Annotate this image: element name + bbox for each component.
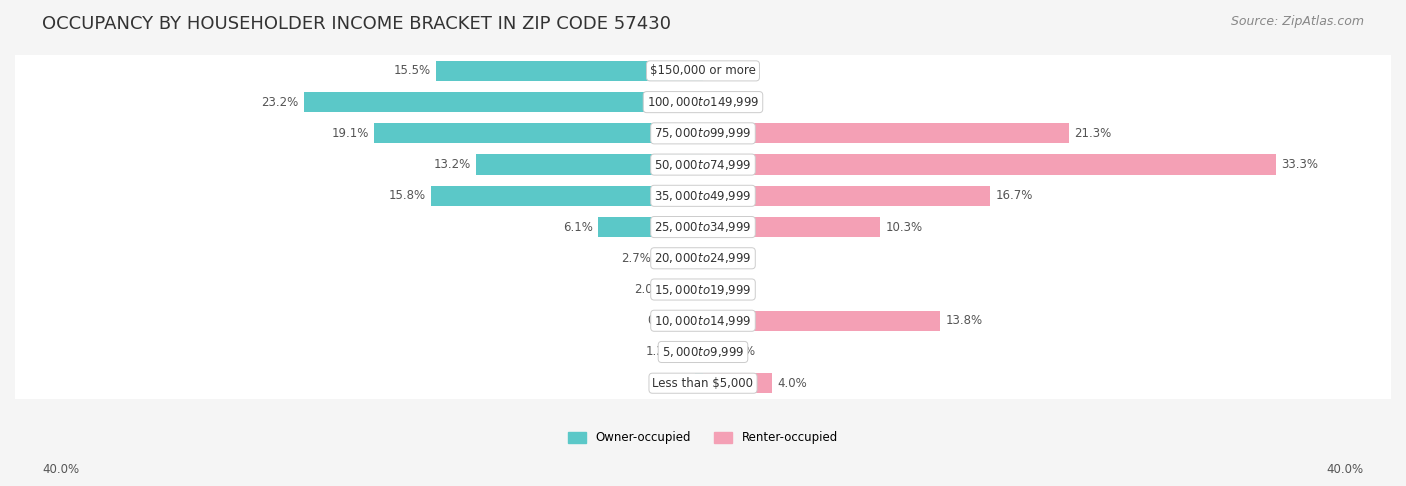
Bar (657, 248, 703, 268)
Bar (477, 155, 703, 175)
Text: 15.8%: 15.8% (389, 190, 426, 202)
Text: 0.0%: 0.0% (709, 64, 738, 77)
Text: $10,000 to $14,999: $10,000 to $14,999 (654, 314, 752, 328)
Text: 21.3%: 21.3% (1074, 127, 1112, 140)
Text: 1.3%: 1.3% (645, 346, 675, 359)
Bar (15, 149, 1391, 180)
Text: Less than $5,000: Less than $5,000 (652, 377, 754, 390)
Text: 40.0%: 40.0% (42, 463, 79, 476)
Text: $35,000 to $49,999: $35,000 to $49,999 (654, 189, 752, 203)
Text: $100,000 to $149,999: $100,000 to $149,999 (647, 95, 759, 109)
Bar (436, 61, 703, 81)
Text: $15,000 to $19,999: $15,000 to $19,999 (654, 282, 752, 296)
Bar (15, 87, 1391, 118)
Bar (703, 342, 713, 362)
Bar (15, 118, 1391, 149)
Text: 6.1%: 6.1% (562, 221, 593, 234)
Bar (15, 211, 1391, 243)
Text: 13.2%: 13.2% (433, 158, 471, 171)
Bar (15, 336, 1391, 367)
Bar (15, 274, 1391, 305)
Bar (432, 186, 703, 206)
Text: 4.0%: 4.0% (778, 377, 807, 390)
Text: 0.0%: 0.0% (709, 252, 738, 265)
Text: $20,000 to $24,999: $20,000 to $24,999 (654, 251, 752, 265)
Bar (703, 373, 772, 393)
Text: 15.5%: 15.5% (394, 64, 432, 77)
Text: 13.8%: 13.8% (945, 314, 983, 327)
Text: $75,000 to $99,999: $75,000 to $99,999 (654, 126, 752, 140)
Bar (15, 55, 1391, 87)
Bar (598, 217, 703, 237)
Text: 0.78%: 0.78% (647, 314, 685, 327)
Text: 23.2%: 23.2% (262, 96, 299, 108)
Text: 0.0%: 0.0% (709, 283, 738, 296)
Text: $50,000 to $74,999: $50,000 to $74,999 (654, 157, 752, 172)
Bar (15, 180, 1391, 211)
Text: 33.3%: 33.3% (1281, 158, 1317, 171)
Bar (695, 373, 703, 393)
Bar (703, 155, 1275, 175)
Text: 2.7%: 2.7% (621, 252, 651, 265)
Text: OCCUPANCY BY HOUSEHOLDER INCOME BRACKET IN ZIP CODE 57430: OCCUPANCY BY HOUSEHOLDER INCOME BRACKET … (42, 15, 671, 33)
Text: 2.0%: 2.0% (634, 283, 664, 296)
Text: Source: ZipAtlas.com: Source: ZipAtlas.com (1230, 15, 1364, 28)
Bar (703, 123, 1070, 143)
Text: 10.3%: 10.3% (886, 221, 922, 234)
Bar (15, 305, 1391, 336)
Text: 40.0%: 40.0% (1327, 463, 1364, 476)
Bar (703, 311, 941, 331)
Bar (374, 123, 703, 143)
Bar (703, 217, 880, 237)
Bar (15, 243, 1391, 274)
Text: 0.47%: 0.47% (652, 377, 690, 390)
Bar (304, 92, 703, 112)
Text: 16.7%: 16.7% (995, 190, 1033, 202)
Bar (15, 367, 1391, 399)
Text: $150,000 or more: $150,000 or more (650, 64, 756, 77)
Text: 0.0%: 0.0% (709, 96, 738, 108)
Text: $25,000 to $34,999: $25,000 to $34,999 (654, 220, 752, 234)
Bar (669, 279, 703, 300)
Text: 19.1%: 19.1% (332, 127, 370, 140)
Bar (681, 342, 703, 362)
Text: 0.57%: 0.57% (718, 346, 755, 359)
Bar (703, 186, 990, 206)
Text: $5,000 to $9,999: $5,000 to $9,999 (662, 345, 744, 359)
Bar (689, 311, 703, 331)
Legend: Owner-occupied, Renter-occupied: Owner-occupied, Renter-occupied (564, 427, 842, 449)
